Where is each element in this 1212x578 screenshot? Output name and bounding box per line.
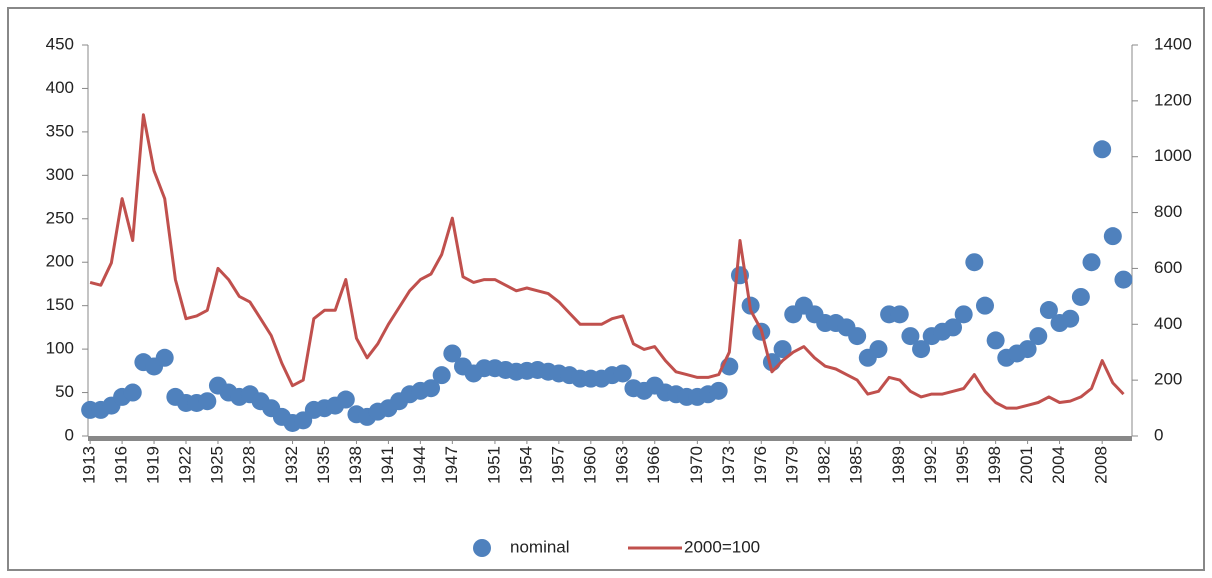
y-tick-label: 200	[46, 252, 74, 271]
data-point	[975, 296, 994, 315]
data-point	[986, 331, 1005, 350]
y2-tick-label: 800	[1154, 202, 1182, 221]
data-point	[848, 327, 867, 346]
y2-tick-label: 200	[1154, 370, 1182, 389]
x-tick-label: 1941	[378, 446, 397, 484]
data-point	[901, 327, 920, 346]
x-tick-label: 1954	[516, 446, 535, 484]
y2-tick-label: 1400	[1154, 34, 1192, 53]
x-tick-label: 2001	[1017, 446, 1036, 484]
x-tick-label: 1947	[442, 446, 461, 484]
y2-tick-label: 400	[1154, 314, 1182, 333]
x-tick-label: 1951	[484, 446, 503, 484]
y-tick-label: 450	[46, 34, 74, 53]
data-point	[1103, 227, 1122, 246]
x-tick-label: 1992	[921, 446, 940, 484]
legend-label: 2000=100	[684, 537, 760, 556]
x-tick-label: 1957	[548, 446, 567, 484]
y-tick-label: 0	[65, 425, 74, 444]
data-point	[1018, 340, 1037, 359]
data-point	[422, 379, 441, 398]
data-point	[1071, 287, 1090, 306]
y-tick-label: 400	[46, 78, 74, 97]
x-tick-label: 1922	[175, 446, 194, 484]
y2-tick-label: 1000	[1154, 146, 1192, 165]
x-tick-label: 1913	[80, 446, 99, 484]
x-tick-label: 1970	[687, 446, 706, 484]
data-point	[890, 305, 909, 324]
x-axis	[88, 436, 1132, 441]
y-tick-label: 50	[55, 382, 74, 401]
x-tick-label: 1995	[953, 446, 972, 484]
x-tick-label: 1935	[314, 446, 333, 484]
y-tick-label: 100	[46, 339, 74, 358]
x-tick-label: 1979	[783, 446, 802, 484]
y-tick-label: 300	[46, 165, 74, 184]
data-point	[155, 348, 174, 367]
x-tick-label: 1938	[346, 446, 365, 484]
x-tick-label: 1973	[719, 446, 738, 484]
x-tick-label: 1916	[112, 446, 131, 484]
y2-tick-label: 1200	[1154, 90, 1192, 109]
data-point	[613, 364, 632, 383]
y-tick-label: 350	[46, 121, 74, 140]
data-point	[1039, 301, 1058, 320]
x-tick-label: 1982	[815, 446, 834, 484]
data-point	[123, 383, 142, 402]
x-tick-label: 1989	[889, 446, 908, 484]
x-tick-label: 1944	[410, 446, 429, 484]
legend-marker	[473, 539, 491, 557]
data-point	[773, 340, 792, 359]
x-tick-label: 1963	[612, 446, 631, 484]
data-point	[336, 390, 355, 409]
data-point	[432, 366, 451, 385]
data-point	[1061, 309, 1080, 328]
x-tick-label: 2008	[1092, 446, 1111, 484]
x-tick-label: 1919	[144, 446, 163, 484]
data-point	[443, 344, 462, 363]
x-tick-label: 1932	[282, 446, 301, 484]
x-tick-label: 1925	[207, 446, 226, 484]
x-tick-label: 1966	[644, 446, 663, 484]
y-tick-label: 150	[46, 295, 74, 314]
data-point	[944, 318, 963, 337]
y2-tick-label: 0	[1154, 425, 1163, 444]
data-point	[198, 392, 217, 411]
data-point	[1093, 140, 1112, 159]
x-tick-label: 1928	[239, 446, 258, 484]
x-tick-label: 1976	[751, 446, 770, 484]
x-tick-label: 1985	[847, 446, 866, 484]
x-tick-label: 1960	[580, 446, 599, 484]
data-point	[709, 381, 728, 400]
data-point	[1029, 327, 1048, 346]
legend-label: nominal	[510, 537, 570, 556]
series-line	[89, 113, 1125, 410]
data-point	[965, 253, 984, 272]
data-point	[1114, 270, 1133, 289]
chart-frame	[7, 7, 1205, 571]
data-point	[912, 340, 931, 359]
y-tick-label: 250	[46, 208, 74, 227]
x-tick-label: 2004	[1049, 446, 1068, 484]
data-point	[869, 340, 888, 359]
data-point	[1082, 253, 1101, 272]
y2-tick-label: 600	[1154, 258, 1182, 277]
x-tick-label: 1998	[985, 446, 1004, 484]
data-point	[954, 305, 973, 324]
